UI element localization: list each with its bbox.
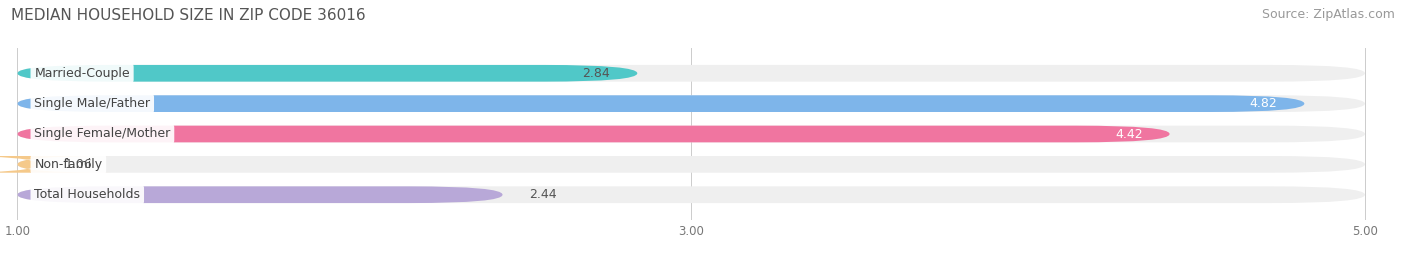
Text: Married-Couple: Married-Couple: [34, 67, 129, 80]
FancyBboxPatch shape: [17, 126, 1170, 142]
Text: Single Male/Father: Single Male/Father: [34, 97, 150, 110]
Text: MEDIAN HOUSEHOLD SIZE IN ZIP CODE 36016: MEDIAN HOUSEHOLD SIZE IN ZIP CODE 36016: [11, 8, 366, 23]
Text: Non-family: Non-family: [34, 158, 103, 171]
Text: 4.42: 4.42: [1115, 128, 1143, 140]
FancyBboxPatch shape: [17, 65, 1365, 82]
Text: 2.84: 2.84: [582, 67, 610, 80]
Text: Source: ZipAtlas.com: Source: ZipAtlas.com: [1261, 8, 1395, 21]
FancyBboxPatch shape: [17, 95, 1305, 112]
FancyBboxPatch shape: [17, 126, 1365, 142]
FancyBboxPatch shape: [17, 95, 1365, 112]
FancyBboxPatch shape: [17, 186, 1365, 203]
FancyBboxPatch shape: [17, 65, 637, 82]
Text: 1.06: 1.06: [65, 158, 93, 171]
Text: Single Female/Mother: Single Female/Mother: [34, 128, 170, 140]
FancyBboxPatch shape: [17, 186, 502, 203]
FancyBboxPatch shape: [0, 156, 110, 173]
Text: Total Households: Total Households: [34, 188, 141, 201]
Text: 4.82: 4.82: [1250, 97, 1278, 110]
Text: 2.44: 2.44: [530, 188, 557, 201]
FancyBboxPatch shape: [17, 156, 1365, 173]
